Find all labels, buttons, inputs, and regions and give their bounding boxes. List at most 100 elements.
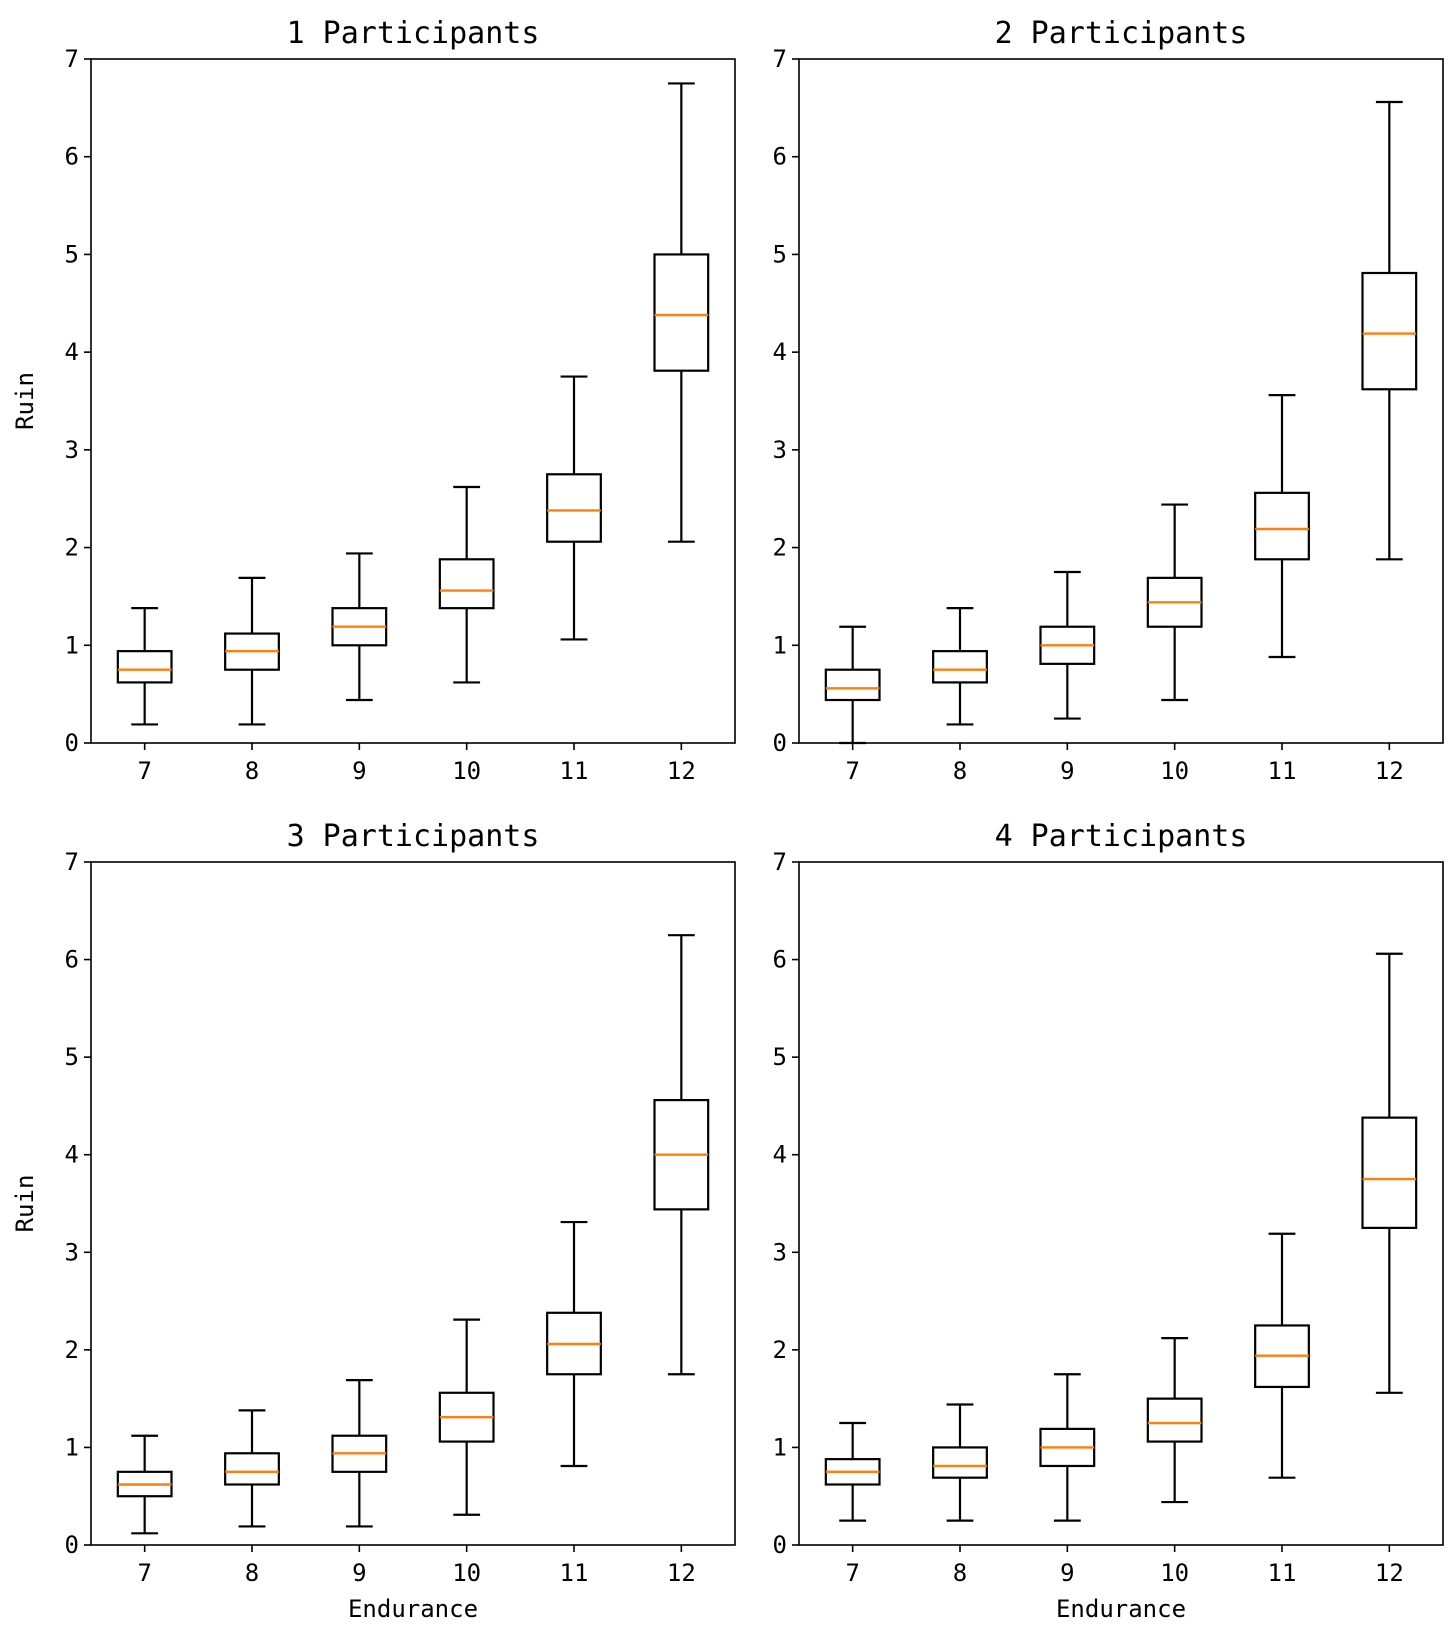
- x-tick-label: 7: [845, 757, 859, 785]
- x-tick-label: 7: [137, 757, 151, 785]
- box-7: [824, 1421, 881, 1522]
- iqr-box: [1361, 271, 1418, 391]
- x-tick-label: 10: [452, 757, 481, 785]
- x-tick-label: 12: [667, 1559, 696, 1587]
- y-tick-label: 7: [65, 45, 79, 73]
- x-tick-label: 9: [352, 757, 366, 785]
- plot-frame: [90, 58, 736, 744]
- iqr-box: [438, 558, 495, 610]
- box-10: [438, 1318, 495, 1516]
- x-axis-label: Endurance: [348, 1595, 478, 1623]
- y-tick-label: 7: [773, 45, 787, 73]
- y-tick-label: 2: [773, 1336, 787, 1364]
- panel-title: 1 Participants: [287, 16, 540, 51]
- x-tick-label: 7: [845, 1559, 859, 1587]
- iqr-box: [932, 1446, 988, 1479]
- x-tick-label: 7: [137, 1559, 151, 1587]
- y-tick-label: 5: [773, 1043, 787, 1071]
- x-tick-label: 12: [667, 757, 696, 785]
- y-tick-label: 7: [773, 848, 787, 876]
- box-11: [546, 1220, 602, 1468]
- y-tick-label: 6: [65, 946, 79, 974]
- box-12: [653, 934, 710, 1376]
- plot-frame: [798, 58, 1444, 744]
- y-tick-label: 0: [65, 1531, 79, 1559]
- y-tick-label: 5: [773, 240, 787, 268]
- y-tick-label: 5: [65, 240, 79, 268]
- y-tick-label: 3: [773, 1238, 787, 1266]
- y-tick-label: 2: [65, 1336, 79, 1364]
- y-axis-label: Ruin: [11, 372, 39, 430]
- y-tick-label: 2: [773, 534, 787, 562]
- box-7: [116, 1434, 173, 1535]
- x-tick-label: 11: [560, 757, 589, 785]
- x-tick-label: 11: [1268, 1559, 1297, 1587]
- y-tick-label: 4: [773, 1141, 787, 1169]
- box-8: [932, 607, 988, 726]
- y-tick-label: 7: [65, 848, 79, 876]
- y-tick-label: 2: [65, 534, 79, 562]
- box-7: [824, 625, 881, 745]
- box-9: [1039, 1373, 1096, 1522]
- panel-title: 4 Participants: [995, 819, 1248, 854]
- y-tick-label: 5: [65, 1043, 79, 1071]
- x-tick-label: 11: [1268, 757, 1297, 785]
- y-tick-label: 0: [65, 729, 79, 757]
- panel-title: 2 Participants: [995, 16, 1248, 51]
- y-axis-label: Ruin: [11, 1175, 39, 1233]
- x-axis-label: Endurance: [1056, 1595, 1186, 1623]
- iqr-box: [1146, 1397, 1203, 1443]
- y-tick-label: 1: [773, 1433, 787, 1461]
- y-tick-label: 1: [65, 631, 79, 659]
- iqr-box: [224, 1452, 280, 1486]
- iqr-box: [824, 668, 881, 702]
- x-tick-label: 9: [352, 1559, 366, 1587]
- x-tick-label: 8: [245, 1559, 259, 1587]
- box-8: [932, 1403, 988, 1522]
- y-tick-label: 6: [65, 143, 79, 171]
- y-tick-label: 1: [773, 631, 787, 659]
- y-tick-label: 0: [773, 1531, 787, 1559]
- box-9: [331, 1379, 388, 1528]
- iqr-box: [546, 473, 602, 543]
- x-tick-label: 10: [452, 1559, 481, 1587]
- x-tick-label: 9: [1060, 1559, 1074, 1587]
- box-12: [653, 82, 710, 543]
- box-11: [1254, 1232, 1310, 1479]
- x-tick-label: 8: [953, 757, 967, 785]
- x-tick-label: 8: [953, 1559, 967, 1587]
- box-7: [116, 607, 173, 726]
- box-12: [1361, 100, 1418, 561]
- y-tick-label: 1: [65, 1433, 79, 1461]
- x-tick-label: 11: [560, 1559, 589, 1587]
- y-tick-label: 4: [773, 338, 787, 366]
- box-11: [1254, 394, 1310, 659]
- iqr-box: [116, 650, 173, 684]
- iqr-box: [932, 650, 988, 684]
- box-11: [546, 375, 602, 641]
- y-tick-label: 3: [773, 436, 787, 464]
- y-tick-label: 4: [65, 338, 79, 366]
- panel-title: 3 Participants: [287, 819, 540, 854]
- box-8: [224, 1409, 280, 1528]
- x-tick-label: 12: [1375, 757, 1404, 785]
- iqr-box: [1254, 491, 1310, 561]
- y-tick-label: 4: [65, 1141, 79, 1169]
- x-tick-label: 12: [1375, 1559, 1404, 1587]
- box-10: [1146, 1337, 1203, 1504]
- plot-frame: [90, 861, 736, 1546]
- x-tick-label: 10: [1160, 757, 1189, 785]
- y-tick-label: 6: [773, 143, 787, 171]
- y-tick-label: 3: [65, 1238, 79, 1266]
- x-tick-label: 10: [1160, 1559, 1189, 1587]
- iqr-box: [1361, 1116, 1418, 1229]
- x-tick-label: 8: [245, 757, 259, 785]
- box-9: [1039, 570, 1096, 720]
- box-9: [331, 552, 388, 702]
